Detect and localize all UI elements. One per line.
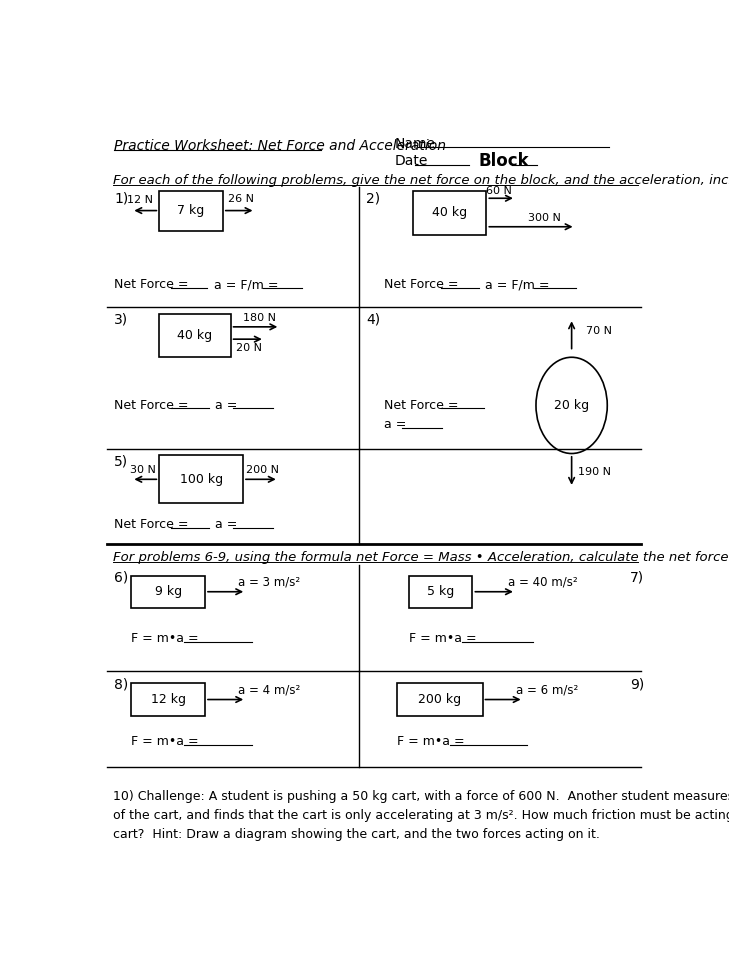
Text: a = 4 m/s²: a = 4 m/s² <box>238 683 300 697</box>
Text: 5): 5) <box>114 455 128 469</box>
Text: 200 N: 200 N <box>246 465 279 475</box>
Text: Net Force =: Net Force = <box>114 518 193 532</box>
Bar <box>409 575 472 608</box>
Text: 5 kg: 5 kg <box>427 585 454 598</box>
Text: 2): 2) <box>366 191 381 205</box>
Text: a = F/m =: a = F/m = <box>485 278 553 291</box>
Text: F = m•a =: F = m•a = <box>131 632 203 645</box>
Text: 26 N: 26 N <box>228 194 254 204</box>
Text: Net Force =: Net Force = <box>114 399 193 412</box>
Bar <box>160 314 230 357</box>
Text: a = 3 m/s²: a = 3 m/s² <box>238 576 300 589</box>
Bar <box>160 456 243 503</box>
Text: Practice Worksheet: Net Force and Acceleration: Practice Worksheet: Net Force and Accele… <box>114 139 446 153</box>
Text: 9 kg: 9 kg <box>155 585 182 598</box>
Text: 40 kg: 40 kg <box>177 329 213 342</box>
Text: 8): 8) <box>114 677 128 692</box>
Text: 7): 7) <box>630 571 644 584</box>
Text: 180 N: 180 N <box>243 313 276 324</box>
Text: 190 N: 190 N <box>578 468 611 477</box>
Text: 12 N: 12 N <box>127 194 153 205</box>
Text: Name: Name <box>395 137 436 151</box>
Text: Net Force =: Net Force = <box>384 278 463 291</box>
Text: For each of the following problems, give the net force on the block, and the acc: For each of the following problems, give… <box>113 174 729 187</box>
Text: 70 N: 70 N <box>585 326 612 335</box>
Text: 6): 6) <box>114 571 128 584</box>
Bar <box>397 683 483 715</box>
Text: Net Force =: Net Force = <box>384 399 463 412</box>
Text: 12 kg: 12 kg <box>151 693 186 706</box>
Bar <box>160 191 223 230</box>
Text: 7 kg: 7 kg <box>177 204 205 217</box>
Text: a =: a = <box>384 418 410 432</box>
Text: 300 N: 300 N <box>528 213 561 224</box>
Text: For problems 6-9, using the formula net Force = Mass • Acceleration, calculate t: For problems 6-9, using the formula net … <box>113 551 729 565</box>
Text: a = 6 m/s²: a = 6 m/s² <box>516 683 578 697</box>
Bar <box>413 191 486 235</box>
Text: 4): 4) <box>366 312 381 327</box>
Text: 3): 3) <box>114 312 128 327</box>
Ellipse shape <box>536 358 607 454</box>
Text: 100 kg: 100 kg <box>179 472 223 486</box>
Text: Block: Block <box>479 153 529 170</box>
Text: F = m•a =: F = m•a = <box>131 736 203 748</box>
Bar <box>131 575 205 608</box>
Text: Date: Date <box>395 155 429 168</box>
Text: 20 kg: 20 kg <box>554 399 589 412</box>
Text: 20 N: 20 N <box>236 343 262 353</box>
Text: 10) Challenge: A student is pushing a 50 kg cart, with a force of 600 N.  Anothe: 10) Challenge: A student is pushing a 50… <box>113 790 729 842</box>
Text: 1): 1) <box>114 191 128 205</box>
Bar <box>131 683 205 715</box>
Text: Net Force =: Net Force = <box>114 278 193 291</box>
Text: a =: a = <box>215 399 241 412</box>
Text: 60 N: 60 N <box>486 186 512 195</box>
Text: a = F/m =: a = F/m = <box>214 278 282 291</box>
Text: a = 40 m/s²: a = 40 m/s² <box>508 576 577 589</box>
Text: 9): 9) <box>630 677 644 692</box>
Text: 30 N: 30 N <box>130 465 156 475</box>
Text: 200 kg: 200 kg <box>418 693 461 706</box>
Text: F = m•a =: F = m•a = <box>397 736 469 748</box>
Text: F = m•a =: F = m•a = <box>409 632 480 645</box>
Text: a =: a = <box>215 518 241 532</box>
Text: 40 kg: 40 kg <box>432 206 467 220</box>
